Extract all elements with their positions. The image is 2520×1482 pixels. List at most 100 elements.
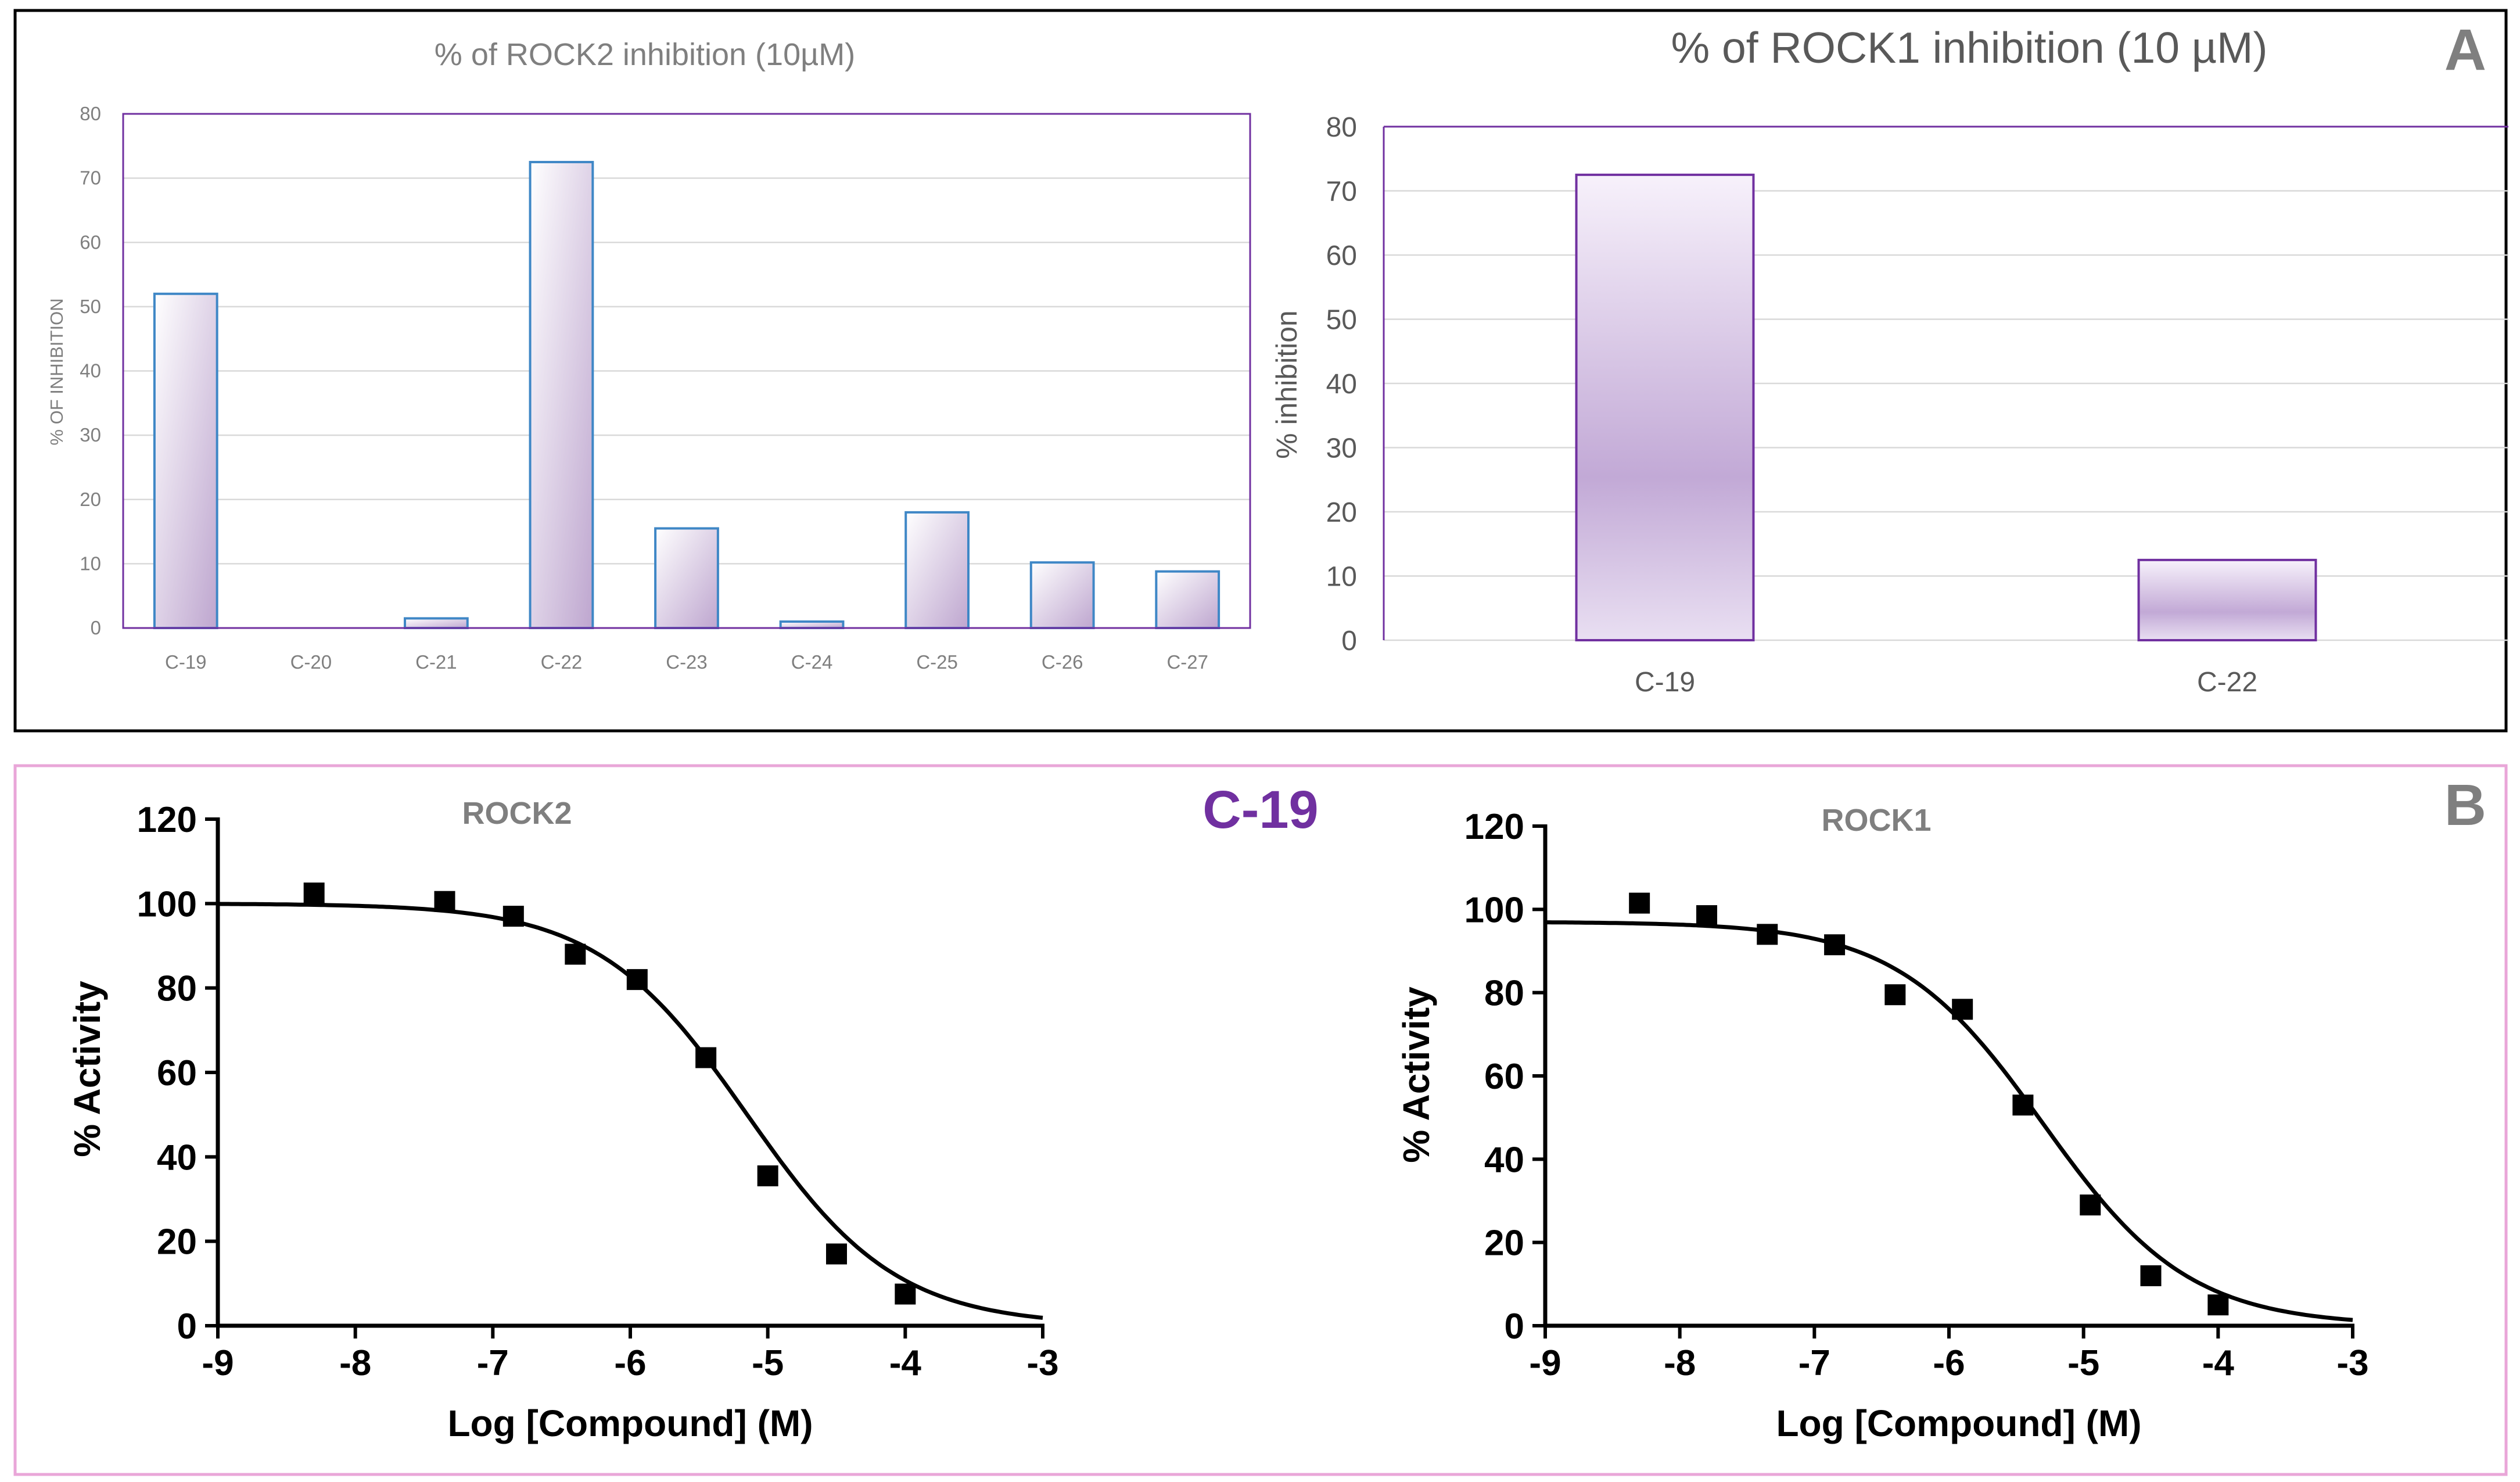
data-point — [2207, 1294, 2229, 1316]
x-tick-label: -8 — [1664, 1343, 1696, 1383]
y-tick-label: 20 — [1326, 497, 1357, 528]
x-tick-label: -3 — [2336, 1343, 2368, 1383]
bar — [904, 511, 970, 629]
x-tick-label: -7 — [477, 1343, 509, 1383]
x-tick-label: C-22 — [541, 651, 583, 673]
y-tick-label: 100 — [1464, 890, 1524, 930]
y-tick-label: 120 — [137, 800, 197, 840]
y-tick-label: 40 — [157, 1137, 197, 1178]
y-tick-label: 40 — [1326, 369, 1357, 400]
data-point — [502, 906, 524, 927]
x-tick-label: -4 — [889, 1343, 922, 1383]
y-tick-label: 100 — [137, 884, 197, 924]
x-tick-label: -5 — [752, 1343, 784, 1383]
compound-label: C-19 — [1202, 780, 1318, 839]
x-tick-label: C-25 — [916, 651, 958, 673]
y-axis-label: % OF INHIBITION — [46, 298, 67, 445]
x-axis-label: Log [Compound] (M) — [447, 1402, 813, 1444]
data-point — [1884, 984, 1906, 1006]
y-tick-label: 60 — [1326, 241, 1357, 271]
data-point — [1952, 999, 1973, 1020]
y-tick-label: 0 — [177, 1307, 197, 1347]
x-tick-label: -6 — [1933, 1343, 1965, 1383]
data-point — [757, 1165, 778, 1187]
y-tick-label: 0 — [1505, 1307, 1524, 1347]
y-tick-label: 70 — [1326, 177, 1357, 207]
data-point — [695, 1047, 717, 1068]
chart-title: ROCK2 — [462, 796, 572, 831]
y-axis-label: % Activity — [66, 981, 108, 1157]
x-tick-label: C-23 — [666, 651, 708, 673]
rock1-inhibition-chart: % of ROCK1 inhibition (10 µM) % inhibiti… — [1270, 23, 2508, 698]
x-tick-label: -7 — [1799, 1343, 1830, 1383]
data-point — [1824, 934, 1846, 956]
bar — [153, 292, 218, 629]
x-tick-label: -3 — [1026, 1343, 1058, 1383]
x-tick-label: -8 — [339, 1343, 371, 1383]
bar — [529, 160, 594, 629]
bar — [1029, 561, 1095, 629]
panel-a-label: A — [2444, 17, 2486, 82]
data-point — [1696, 905, 1717, 927]
rock1-dose-response-chart: ROCK1 % Activity Log [Compound] (M) 0 20 4… — [1395, 803, 2369, 1444]
y-tick-label: 60 — [157, 1053, 197, 1093]
fit-curve — [1545, 920, 2353, 1322]
rock2-inhibition-chart: % of ROCK2 inhibition (10µM) % OF INHIBI… — [46, 37, 1251, 673]
data-point — [1757, 924, 1778, 945]
panel-a-frame — [13, 9, 2508, 733]
y-axis-label: % inhibition — [1270, 310, 1303, 459]
bar — [2137, 558, 2317, 641]
y-tick-label: 120 — [1464, 807, 1524, 847]
x-tick-label: -5 — [2067, 1343, 2099, 1383]
data-point — [2140, 1265, 2162, 1286]
bar — [404, 617, 469, 629]
y-axis-label: % Activity — [1395, 986, 1437, 1163]
x-tick-label: C-19 — [165, 651, 207, 673]
y-tick-label: 10 — [1326, 562, 1357, 593]
x-axis-label: Log [Compound] (M) — [1776, 1402, 2141, 1444]
x-tick-label: C-19 — [1635, 667, 1695, 698]
x-tick-label: -9 — [202, 1343, 234, 1383]
y-tick-label: 80 — [157, 969, 197, 1009]
fit-curve — [217, 902, 1043, 1320]
y-tick-label: 20 — [80, 489, 101, 510]
x-tick-label: C-22 — [2197, 667, 2257, 698]
chart-title: % of ROCK1 inhibition (10 µM) — [1671, 23, 2268, 72]
panel-b-label: B — [2444, 773, 2486, 838]
data-point — [1629, 892, 1650, 914]
y-tick-label: 80 — [1326, 112, 1357, 143]
y-tick-label: 20 — [157, 1222, 197, 1262]
rock2-dose-response-chart: ROCK2 % Activity Log [Compound] (M) 0 20 4… — [66, 796, 1059, 1444]
x-tick-label: -4 — [2202, 1343, 2235, 1383]
y-tick-label: 80 — [80, 103, 101, 124]
y-tick-label: 30 — [80, 424, 101, 446]
y-tick-label: 0 — [1341, 626, 1357, 656]
chart-title: % of ROCK2 inhibition (10µM) — [435, 37, 855, 72]
bar — [1155, 570, 1220, 630]
x-tick-label: C-20 — [290, 651, 332, 673]
panel-b-frame — [13, 764, 2508, 1476]
y-tick-label: 10 — [80, 552, 101, 574]
y-tick-label: 50 — [80, 296, 101, 317]
x-tick-label: -6 — [614, 1343, 646, 1383]
data-point — [2012, 1095, 2034, 1116]
x-tick-label: C-26 — [1042, 651, 1083, 673]
y-tick-label: 60 — [1484, 1057, 1524, 1097]
y-tick-label: 80 — [1484, 974, 1524, 1014]
chart-title: ROCK1 — [1821, 803, 1931, 838]
data-point — [2080, 1194, 2101, 1216]
x-tick-label: -9 — [1529, 1343, 1561, 1383]
y-tick-label: 70 — [80, 167, 101, 189]
x-tick-label: C-21 — [415, 651, 457, 673]
y-tick-label: 40 — [80, 360, 101, 382]
y-tick-label: 30 — [1326, 433, 1357, 464]
data-point — [565, 943, 586, 965]
data-point — [895, 1283, 916, 1305]
bar — [654, 527, 719, 629]
data-point — [434, 891, 455, 912]
plot-frame — [122, 113, 1251, 629]
y-tick-label: 50 — [1326, 305, 1357, 336]
x-tick-label: C-27 — [1166, 651, 1208, 673]
